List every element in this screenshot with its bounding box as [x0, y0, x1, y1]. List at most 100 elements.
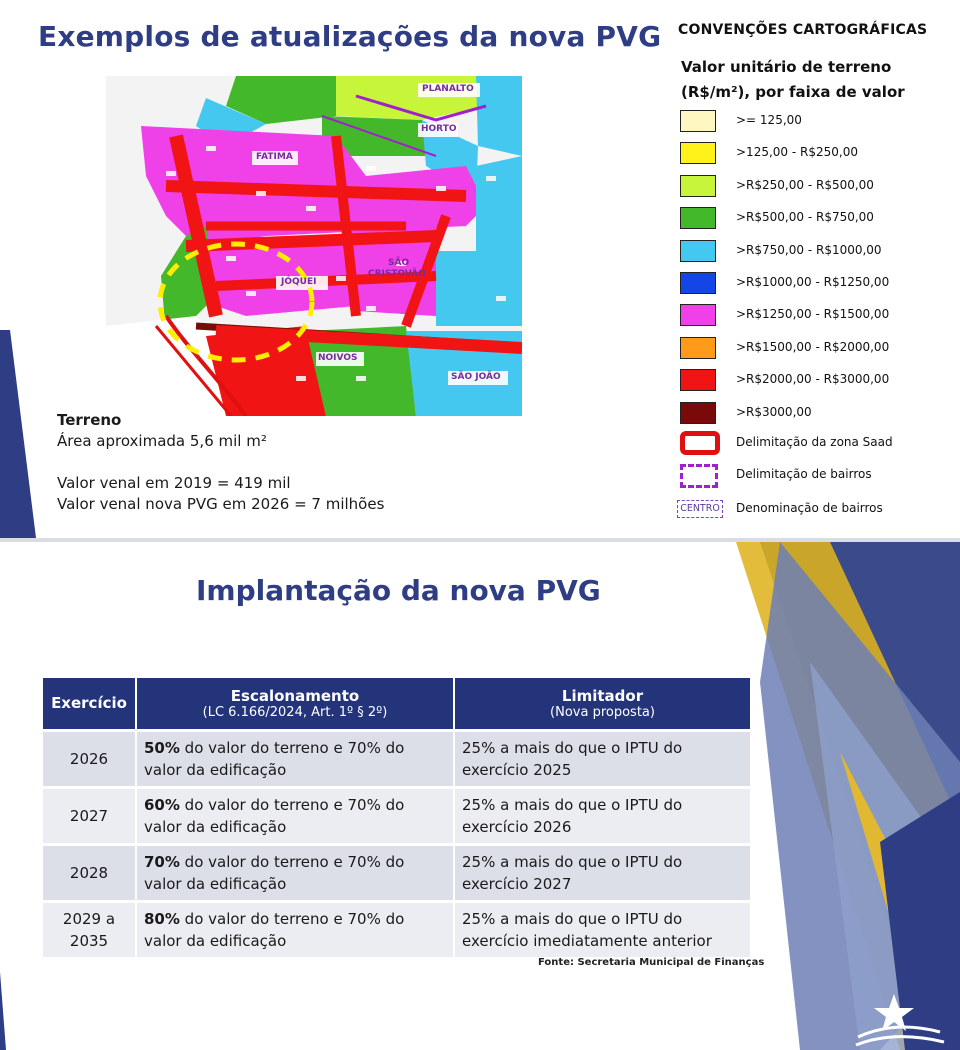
legend-subtitle-2: (R$/m²), por faixa de valor — [681, 83, 905, 101]
legend-swatch — [680, 401, 716, 424]
legend-item-label: >R$1000,00 - R$1250,00 — [736, 275, 890, 289]
header-escalonamento: Escalonamento (LC 6.166/2024, Art. 1º § … — [136, 678, 455, 730]
cell-escalonamento: 70% do valor do terreno e 70% do valor d… — [136, 842, 455, 901]
bairros-map: PLANALTO HORTO FATIMA SÃO CRISTOVÃO JÓQU… — [106, 76, 522, 416]
legend-swatch — [680, 207, 716, 230]
table-row: 2026 50% do valor do terreno e 70% do val… — [43, 728, 750, 787]
legend-zona-saad: Delimitação da zona Saad — [680, 431, 940, 455]
legend-swatch — [680, 336, 716, 359]
escalonamento-percent: 60% — [144, 795, 180, 814]
legend-title: CONVENÇÕES CARTOGRÁFICAS — [678, 22, 928, 38]
map-label-joquei: JÓQUEI — [281, 277, 317, 287]
legend-item-label: >R$1500,00 - R$2000,00 — [736, 339, 890, 354]
map-label-sao-cristovao-1: SÃO — [388, 258, 410, 268]
centro-tag: CENTRO — [677, 500, 723, 518]
legend-item-label: >R$1250,00 - R$1500,00 — [736, 307, 890, 322]
escalonamento-percent: 80% — [144, 909, 180, 928]
header-escalonamento-sub: (LC 6.166/2024, Art. 1º § 2º) — [202, 704, 388, 720]
legend-denominacao-label: Denominação de bairros — [736, 501, 883, 515]
legend-item-750: >R$500,00 - R$750,00 — [680, 207, 940, 230]
year-text: 2027 — [69, 806, 109, 825]
legend-subtitle-1: Valor unitário de terreno — [681, 58, 892, 76]
legend-item-250: >125,00 - R$250,00 — [680, 142, 940, 165]
cell-limitador: 25% a mais do que o IPTU do exercício 20… — [454, 842, 750, 901]
map-label-sao-cristovao-2: CRISTOVÃO — [368, 269, 426, 279]
slide-exemplos: Exemplos de atualizações da nova PVG — [0, 0, 960, 538]
cell-limitador: 25% a mais do que o IPTU do exercício 20… — [454, 728, 750, 787]
legend-item-label: >R$750,00 - R$1000,00 — [736, 242, 882, 257]
header-limitador-title: Limitador — [561, 686, 644, 705]
map-label-horto: HORTO — [421, 124, 457, 134]
map-label-sao-joao: SÃO JOÃO — [451, 372, 501, 382]
legend-item-label: >R$2000,00 - R$3000,00 — [736, 372, 890, 387]
table-row: 2028 70% do valor do terreno e 70% do val… — [43, 842, 750, 901]
year-text: 2028 — [69, 863, 109, 882]
map-label-planalto: PLANALTO — [422, 84, 474, 94]
legend-item-label: >R$3000,00 — [736, 404, 812, 419]
legend-item-1250: >R$1000,00 - R$1250,00 — [680, 272, 940, 294]
legend-item-label: >R$500,00 - R$750,00 — [736, 210, 874, 225]
escalonamento-percent: 50% — [144, 738, 180, 757]
table-row: 2029 a 2035 80% do valor do terreno e 70% … — [43, 899, 750, 957]
map-label-fatima: FATIMA — [256, 152, 293, 162]
legend-swatch — [680, 239, 716, 262]
implantacao-table: Exercício Escalonamento (LC 6.166/2024, … — [43, 678, 750, 957]
escalonamento-text: do valor do terreno e 70% do valor da ed… — [144, 738, 410, 779]
cell-exercicio: 2028 — [43, 842, 137, 901]
header-escalonamento-title: Escalonamento — [230, 686, 360, 705]
legend-item-3000: >R$2000,00 - R$3000,00 — [680, 369, 940, 392]
legend-item-1500: >R$1250,00 - R$1500,00 — [680, 304, 940, 327]
source-note: Fonte: Secretaria Municipal de Finanças — [538, 957, 765, 968]
legend-bairro-label: Delimitação de bairros — [736, 467, 872, 481]
slide-decoration — [0, 330, 36, 538]
legend-item-3000-plus: >R$3000,00 — [680, 401, 940, 424]
cell-exercicio: 2027 — [43, 785, 137, 844]
zona-saad-symbol — [680, 431, 720, 455]
legend-item-label: >= 125,00 — [736, 113, 802, 127]
cell-escalonamento: 80% do valor do terreno e 70% do valor d… — [136, 899, 455, 957]
legend-item-125: >= 125,00 — [680, 110, 940, 132]
legend-item-1000: >R$750,00 - R$1000,00 — [680, 239, 940, 262]
cell-escalonamento: 60% do valor do terreno e 70% do valor d… — [136, 785, 455, 844]
terreno-heading: Terreno — [57, 411, 122, 429]
legend-item-2000: >R$1500,00 - R$2000,00 — [680, 336, 940, 359]
header-exercicio: Exercício — [43, 678, 137, 730]
bairro-boundary-symbol — [680, 464, 718, 488]
legend-swatch — [680, 272, 716, 294]
legend-denominacao: CENTRO Denominação de bairros — [677, 498, 940, 520]
escalonamento-text: do valor do terreno e 70% do valor da ed… — [144, 909, 410, 950]
legend-item-label: >125,00 - R$250,00 — [736, 145, 858, 160]
header-limitador: Limitador (Nova proposta) — [454, 678, 750, 730]
escalonamento-text: do valor do terreno e 70% do valor da ed… — [144, 795, 410, 836]
cell-limitador: 25% a mais do que o IPTU do exercício 20… — [454, 785, 750, 844]
year-text: 2029 a — [62, 909, 116, 928]
table-row: 2027 60% do valor do terreno e 70% do val… — [43, 785, 750, 844]
slide2-title: Implantação da nova PVG — [196, 574, 601, 607]
map-label-noivos: NOIVOS — [318, 353, 358, 363]
legend-bairros: Delimitação de bairros — [680, 464, 940, 488]
header-limitador-sub: (Nova proposta) — [550, 704, 655, 720]
year-text: 2026 — [69, 749, 109, 768]
legend-item-label: >R$250,00 - R$500,00 — [736, 177, 874, 192]
cell-limitador: 25% a mais do que o IPTU do exercício im… — [454, 899, 750, 957]
legend-zona-label: Delimitação da zona Saad — [736, 435, 893, 449]
cell-escalonamento: 50% do valor do terreno e 70% do valor d… — [136, 728, 455, 787]
legend-swatch — [680, 369, 716, 392]
map-legend: CONVENÇÕES CARTOGRÁFICAS Valor unitário … — [666, 12, 944, 526]
legend-swatch — [680, 110, 716, 132]
year-text-2: 2035 — [69, 931, 109, 950]
terreno-area: Área aproximada 5,6 mil m² — [57, 432, 267, 450]
slide-decoration — [0, 542, 960, 1050]
escalonamento-percent: 70% — [144, 852, 180, 871]
cell-exercicio: 2029 a 2035 — [43, 899, 137, 957]
cell-exercicio: 2026 — [43, 728, 137, 787]
valor-venal-2026: Valor venal nova PVG em 2026 = 7 milhões — [57, 495, 385, 513]
legend-swatch — [680, 304, 716, 327]
slide1-title: Exemplos de atualizações da nova PVG — [38, 20, 662, 53]
escalonamento-text: do valor do terreno e 70% do valor da ed… — [144, 852, 410, 893]
slide-implantacao: Implantação da nova PVG Exercício Escalo… — [0, 542, 960, 1050]
legend-swatch — [680, 174, 716, 197]
terreno-info: Terreno Área aproximada 5,6 mil m² Valor… — [57, 410, 384, 515]
valor-venal-2019: Valor venal em 2019 = 419 mil — [57, 474, 291, 492]
legend-swatch — [680, 142, 716, 165]
